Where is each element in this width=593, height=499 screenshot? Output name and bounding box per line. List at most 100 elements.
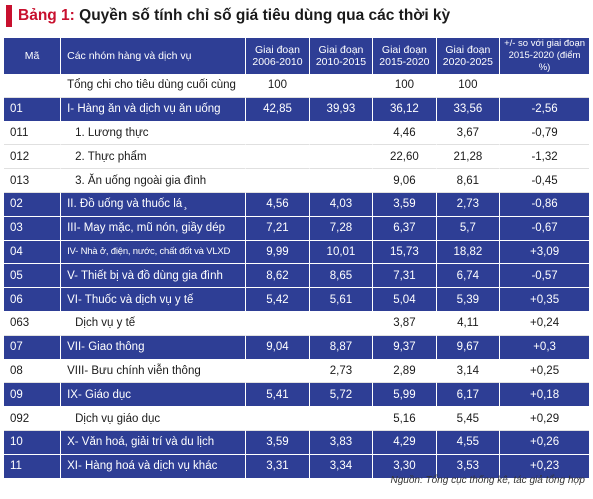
row-period-3: 3,87	[373, 311, 437, 336]
header-code: Mã	[4, 38, 62, 74]
table-row: 04 IV- Nhà ở, điện, nước, chất đốt và VL…	[4, 240, 589, 265]
row-difference: +0,25	[500, 359, 589, 384]
row-period-4: 3,67	[436, 121, 501, 146]
row-name: II. Đồ uống và thuốc lá ̧	[61, 192, 247, 217]
row-difference: -0,57	[500, 264, 589, 289]
row-difference: +0,24	[500, 311, 589, 336]
row-name: 2. Thực phẩm	[61, 145, 247, 170]
row-difference: -0,67	[500, 216, 589, 241]
row-name: X- Văn hoá, giải trí và du lịch	[61, 430, 247, 455]
table-row: 03 III- May mặc, mũ nón, giầy dép 7,21 7…	[4, 216, 589, 241]
row-code: 10	[4, 430, 62, 455]
row-period-3: 2,89	[373, 359, 437, 384]
row-period-2	[309, 145, 374, 170]
table-title-text: Quyền số tính chỉ số giá tiêu dùng qua c…	[79, 7, 451, 24]
row-difference: -0,45	[500, 169, 589, 193]
row-period-3: 15,73	[373, 240, 437, 265]
row-name: VII- Giao thông	[61, 335, 247, 360]
table-title-bar: Bảng 1: Quyền số tính chỉ số giá tiêu dù…	[0, 0, 593, 32]
row-period-2	[309, 407, 374, 431]
row-difference: +0,3	[500, 335, 589, 360]
row-period-4: 3,53	[436, 454, 501, 479]
row-name: I- Hàng ăn và dịch vụ ăn uống	[61, 97, 247, 122]
row-period-4: 33,56	[436, 97, 501, 122]
header-period-3: Giai đoạn 2015-2020	[373, 38, 437, 74]
row-code: 05	[4, 264, 62, 289]
row-difference: -0,79	[500, 121, 589, 146]
cpi-weights-table: Mã Các nhóm hàng và dịch vụ Giai đoạn 200…	[4, 38, 589, 479]
row-period-2: 5,72	[309, 383, 374, 408]
row-code: 08	[4, 359, 62, 384]
row-code	[4, 74, 62, 98]
row-period-4: 21,28	[436, 145, 501, 170]
row-period-1	[246, 359, 310, 384]
row-code: 09	[4, 383, 62, 408]
table-row: 02 II. Đồ uống và thuốc lá ̧ 4,56 4,03 3…	[4, 192, 589, 217]
row-name: VI- Thuốc và dịch vụ y tế	[61, 288, 247, 312]
row-name: IV- Nhà ở, điện, nước, chất đốt và VLXD	[61, 240, 247, 265]
row-name: III- May mặc, mũ nón, giầy dép	[61, 216, 247, 241]
row-period-1	[246, 121, 310, 146]
row-code: 07	[4, 335, 62, 360]
row-period-3: 6,37	[373, 216, 437, 241]
table-row: 10 X- Văn hoá, giải trí và du lịch 3,59 …	[4, 430, 589, 455]
table-row: 07 VII- Giao thông 9,04 8,87 9,37 9,67 +…	[4, 335, 589, 360]
table-row: 11 XI- Hàng hoá và dịch vụ khác 3,31 3,3…	[4, 454, 589, 479]
row-difference: +0,18	[500, 383, 589, 408]
table-row: 01 I- Hàng ăn và dịch vụ ăn uống 42,85 3…	[4, 97, 589, 122]
table-title: Bảng 1: Quyền số tính chỉ số giá tiêu dù…	[18, 7, 450, 25]
row-code: 01	[4, 97, 62, 122]
row-period-2	[309, 121, 374, 146]
table-body: Tổng chi cho tiêu dùng cuối cùng 100 10 0…	[4, 74, 589, 479]
row-period-4: 4,11	[436, 311, 501, 336]
row-difference: +0,23	[500, 454, 589, 479]
row-name: 3. Ăn uống ngoài gia đình	[61, 169, 247, 193]
row-period-2	[309, 311, 374, 336]
table-row: 063 Dịch vụ y tế 3,87 4,11 +0,24	[4, 311, 589, 336]
row-period-1	[246, 145, 310, 170]
row-name: Tổng chi cho tiêu dùng cuối cùng	[61, 74, 247, 98]
table-header: Mã Các nhóm hàng và dịch vụ Giai đoạn 200…	[4, 38, 589, 74]
row-period-4: 5,7	[436, 216, 501, 241]
row-period-3: 5,04	[373, 288, 437, 312]
row-period-3: 5,16	[373, 407, 437, 431]
row-period-2	[309, 74, 374, 98]
row-period-3: 3,59	[373, 192, 437, 217]
table-row: 013 3. Ăn uống ngoài gia đình 9,06 8,61 …	[4, 169, 589, 193]
table-row: 09 IX- Giáo dục 5,41 5,72 5,99 6,17 +0,1…	[4, 383, 589, 408]
table-row: 011 1. Lương thực 4,46 3,67 -0,79	[4, 121, 589, 146]
row-period-4: 2,73	[436, 192, 501, 217]
row-period-1: 9,04	[246, 335, 310, 360]
source-note: Nguồn: Tổng cục thống kê, tác giả tổng h…	[390, 475, 585, 486]
header-group: Các nhóm hàng và dịch vụ	[61, 38, 247, 74]
row-name: V- Thiết bị và đồ dùng gia đình	[61, 264, 247, 289]
row-name: Dịch vụ y tế	[61, 311, 247, 336]
row-period-4: 5,39	[436, 288, 501, 312]
row-period-2: 8,65	[309, 264, 374, 289]
row-period-1: 100	[246, 74, 310, 98]
row-name: IX- Giáo dục	[61, 383, 247, 408]
row-period-3: 4,46	[373, 121, 437, 146]
row-name: Dịch vụ giáo dục	[61, 407, 247, 431]
row-period-2: 3,34	[309, 454, 374, 479]
table-row: 05 V- Thiết bị và đồ dùng gia đình 8,62 …	[4, 264, 589, 289]
row-difference	[500, 74, 589, 98]
row-period-4: 18,82	[436, 240, 501, 265]
row-period-1	[246, 311, 310, 336]
row-period-1: 9,99	[246, 240, 310, 265]
row-code: 011	[4, 121, 62, 146]
row-difference: +3,09	[500, 240, 589, 265]
table-row: Tổng chi cho tiêu dùng cuối cùng 100 100…	[4, 74, 589, 98]
row-period-3: 4,29	[373, 430, 437, 455]
row-period-1	[246, 169, 310, 193]
row-period-1	[246, 407, 310, 431]
row-difference: +0,35	[500, 288, 589, 312]
row-period-3: 22,60	[373, 145, 437, 170]
row-period-2: 3,83	[309, 430, 374, 455]
row-period-4: 6,17	[436, 383, 501, 408]
row-period-4: 9,67	[436, 335, 501, 360]
row-name: XI- Hàng hoá và dịch vụ khác	[61, 454, 247, 479]
row-period-3: 9,37	[373, 335, 437, 360]
row-period-1: 5,42	[246, 288, 310, 312]
row-period-2: 2,73	[309, 359, 374, 384]
